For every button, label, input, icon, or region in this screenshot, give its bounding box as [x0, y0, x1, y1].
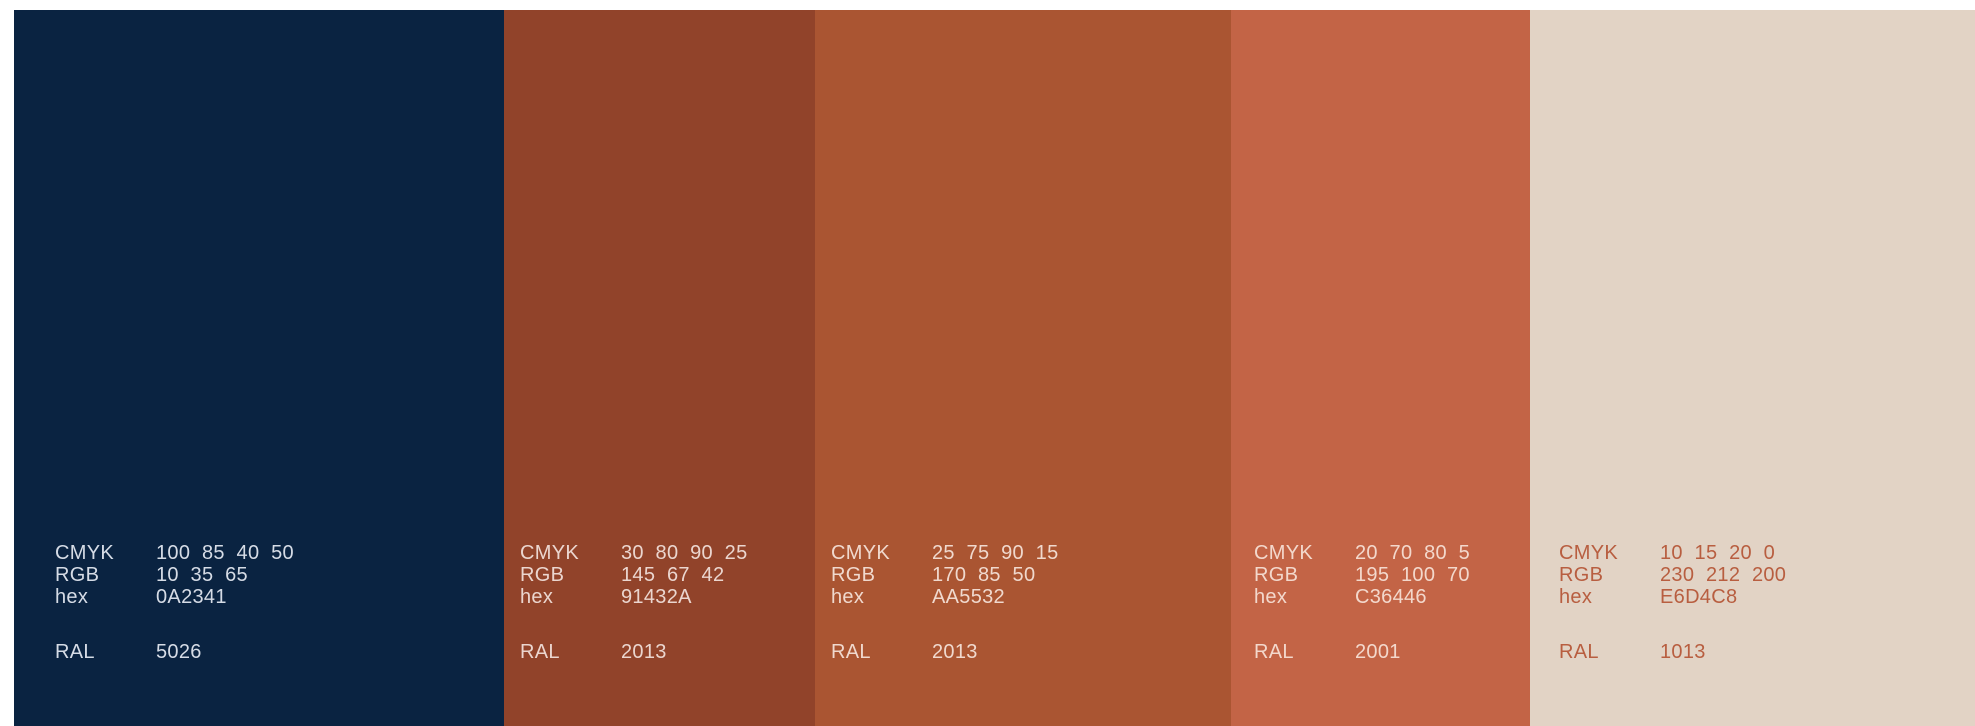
- ral-label: RAL: [831, 641, 932, 663]
- rgb-value: 230 212 200: [1660, 564, 1786, 586]
- cmyk-row: CMYK 10 15 20 0: [1559, 542, 1786, 564]
- ral-value: 5026: [156, 641, 202, 663]
- ral-value: 1013: [1660, 641, 1706, 663]
- cmyk-value: 10 15 20 0: [1660, 542, 1775, 564]
- ral-row: RAL 2001: [1254, 641, 1470, 663]
- rgb-label: RGB: [1254, 564, 1355, 586]
- hex-label: hex: [55, 586, 156, 608]
- hex-value: 91432A: [621, 586, 692, 608]
- ral-value: 2013: [932, 641, 978, 663]
- swatch-spec: CMYK 100 85 40 50 RGB 10 35 65 hex 0A2341 R…: [55, 542, 294, 663]
- hex-row: hex C36446: [1254, 586, 1470, 608]
- ral-value: 2013: [621, 641, 667, 663]
- ral-label: RAL: [1559, 641, 1660, 663]
- hex-value: E6D4C8: [1660, 586, 1737, 608]
- ral-value: 2001: [1355, 641, 1401, 663]
- cmyk-value: 100 85 40 50: [156, 542, 294, 564]
- ral-label: RAL: [55, 641, 156, 663]
- rgb-value: 145 67 42: [621, 564, 724, 586]
- color-palette: CMYK 100 85 40 50 RGB 10 35 65 hex 0A2341 R…: [14, 10, 1975, 726]
- cmyk-label: CMYK: [55, 542, 156, 564]
- hex-label: hex: [1559, 586, 1660, 608]
- cmyk-row: CMYK 25 75 90 15: [831, 542, 1059, 564]
- cmyk-row: CMYK 100 85 40 50: [55, 542, 294, 564]
- hex-row: hex E6D4C8: [1559, 586, 1786, 608]
- swatch-spec: CMYK 10 15 20 0 RGB 230 212 200 hex E6D4C8 …: [1559, 542, 1786, 663]
- swatch-spec: CMYK 30 80 90 25 RGB 145 67 42 hex 91432A R…: [520, 542, 748, 663]
- ral-row: RAL 2013: [831, 641, 1059, 663]
- cmyk-label: CMYK: [1559, 542, 1660, 564]
- ral-label: RAL: [1254, 641, 1355, 663]
- hex-row: hex AA5532: [831, 586, 1059, 608]
- rgb-label: RGB: [1559, 564, 1660, 586]
- rgb-row: RGB 170 85 50: [831, 564, 1059, 586]
- cmyk-value: 20 70 80 5: [1355, 542, 1470, 564]
- swatch-terracotta: CMYK 20 70 80 5 RGB 195 100 70 hex C36446 R…: [1231, 10, 1530, 726]
- rgb-label: RGB: [520, 564, 621, 586]
- rgb-label: RGB: [55, 564, 156, 586]
- hex-row: hex 91432A: [520, 586, 748, 608]
- rgb-row: RGB 195 100 70: [1254, 564, 1470, 586]
- hex-value: AA5532: [932, 586, 1005, 608]
- ral-row: RAL 1013: [1559, 641, 1786, 663]
- rgb-value: 170 85 50: [932, 564, 1035, 586]
- ral-row: RAL 2013: [520, 641, 748, 663]
- cmyk-label: CMYK: [520, 542, 621, 564]
- ral-row: RAL 5026: [55, 641, 294, 663]
- rgb-label: RGB: [831, 564, 932, 586]
- hex-label: hex: [520, 586, 621, 608]
- rgb-row: RGB 230 212 200: [1559, 564, 1786, 586]
- swatch-dark-rust: CMYK 30 80 90 25 RGB 145 67 42 hex 91432A R…: [504, 10, 815, 726]
- ral-label: RAL: [520, 641, 621, 663]
- rgb-row: RGB 145 67 42: [520, 564, 748, 586]
- rgb-value: 195 100 70: [1355, 564, 1470, 586]
- swatch-sand: CMYK 10 15 20 0 RGB 230 212 200 hex E6D4C8 …: [1530, 10, 1975, 726]
- swatch-spec: CMYK 20 70 80 5 RGB 195 100 70 hex C36446 R…: [1254, 542, 1470, 663]
- hex-value: C36446: [1355, 586, 1427, 608]
- swatch-spec: CMYK 25 75 90 15 RGB 170 85 50 hex AA5532 R…: [831, 542, 1059, 663]
- cmyk-row: CMYK 20 70 80 5: [1254, 542, 1470, 564]
- rgb-row: RGB 10 35 65: [55, 564, 294, 586]
- hex-row: hex 0A2341: [55, 586, 294, 608]
- hex-label: hex: [1254, 586, 1355, 608]
- cmyk-label: CMYK: [1254, 542, 1355, 564]
- rgb-value: 10 35 65: [156, 564, 248, 586]
- hex-label: hex: [831, 586, 932, 608]
- swatch-rust: CMYK 25 75 90 15 RGB 170 85 50 hex AA5532 R…: [815, 10, 1231, 726]
- cmyk-value: 30 80 90 25: [621, 542, 748, 564]
- cmyk-row: CMYK 30 80 90 25: [520, 542, 748, 564]
- cmyk-label: CMYK: [831, 542, 932, 564]
- swatch-navy: CMYK 100 85 40 50 RGB 10 35 65 hex 0A2341 R…: [14, 10, 504, 726]
- cmyk-value: 25 75 90 15: [932, 542, 1059, 564]
- hex-value: 0A2341: [156, 586, 227, 608]
